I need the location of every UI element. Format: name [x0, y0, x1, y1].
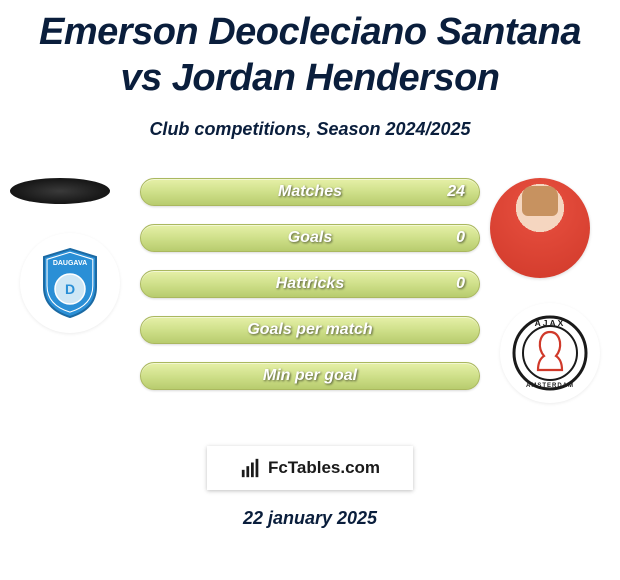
stat-value-right: 0 [456, 229, 465, 247]
stat-bar: Min per goal [140, 362, 480, 390]
stats-area: DAUGAVA D AJAX AMSTERDAM Matches 24 Goal… [0, 178, 620, 438]
stat-bar: Matches 24 [140, 178, 480, 206]
stat-bar: Hattricks 0 [140, 270, 480, 298]
right-club-logo: AJAX AMSTERDAM [500, 303, 600, 403]
source-badge: FcTables.com [207, 446, 413, 490]
page-subtitle: Club competitions, Season 2024/2025 [0, 119, 620, 140]
page-title: Emerson Deocleciano Santana vs Jordan He… [0, 0, 620, 101]
svg-text:D: D [65, 281, 75, 297]
left-club-logo: DAUGAVA D [20, 233, 120, 333]
svg-text:AMSTERDAM: AMSTERDAM [526, 383, 574, 389]
footer-date: 22 january 2025 [0, 508, 620, 529]
stat-label: Matches [278, 183, 342, 201]
stat-bar: Goals 0 [140, 224, 480, 252]
svg-text:AJAX: AJAX [535, 318, 566, 328]
shield-icon: DAUGAVA D [40, 247, 100, 319]
stat-label: Min per goal [263, 367, 357, 385]
stat-label: Hattricks [276, 275, 344, 293]
source-text: FcTables.com [268, 458, 380, 478]
stat-value-right: 0 [456, 275, 465, 293]
bar-chart-icon [240, 457, 262, 479]
stat-bar: Goals per match [140, 316, 480, 344]
stat-label: Goals per match [247, 321, 372, 339]
stat-bars: Matches 24 Goals 0 Hattricks 0 Goals per… [140, 178, 480, 408]
stat-value-right: 24 [447, 183, 465, 201]
right-player-avatar [490, 178, 590, 278]
left-player-avatar [10, 178, 110, 204]
stat-label: Goals [288, 229, 332, 247]
ajax-logo-icon: AJAX AMSTERDAM [511, 314, 589, 392]
svg-text:DAUGAVA: DAUGAVA [53, 260, 87, 267]
